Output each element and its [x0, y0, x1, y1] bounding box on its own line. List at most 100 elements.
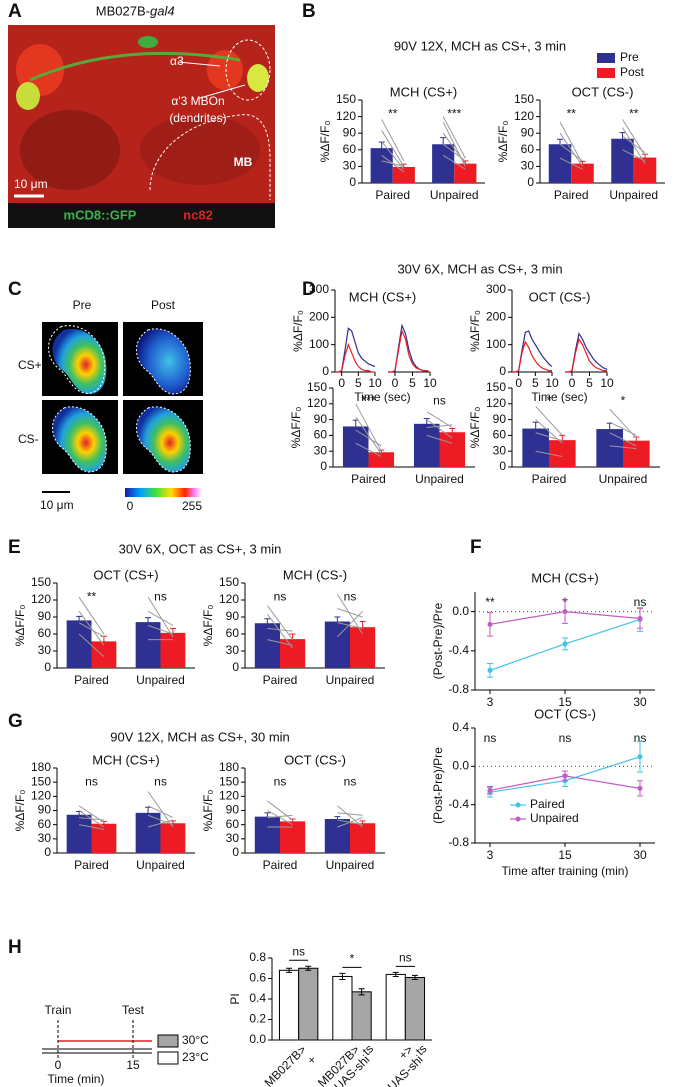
x-tick-label: Paired	[74, 858, 109, 872]
marker	[637, 785, 643, 791]
y-tick-label: 120	[336, 109, 356, 123]
individual-line	[426, 424, 453, 428]
panel-letter: F	[470, 537, 482, 558]
y-tick-label: 120	[219, 592, 239, 606]
y-axis-label: %ΔF/F₀	[201, 605, 215, 647]
y-tick-label: 60	[493, 428, 507, 442]
individual-line	[622, 135, 646, 153]
x-tick-label: 3	[487, 848, 494, 862]
individual-line	[78, 611, 105, 646]
bar	[413, 423, 440, 467]
trace	[335, 327, 376, 373]
y-tick-label: 0	[499, 459, 506, 473]
legend-label: Pre	[620, 50, 639, 64]
bar	[548, 144, 572, 183]
significance-label: *	[547, 394, 552, 408]
image-label: α3	[170, 54, 184, 68]
x-tick-label: 10	[368, 376, 382, 390]
scale-label: 10 μm	[14, 177, 48, 191]
x-tick-label: +	[304, 1052, 319, 1067]
individual-line	[609, 421, 637, 436]
error-bar	[633, 436, 640, 445]
individual-line	[622, 149, 646, 162]
bar	[254, 623, 280, 668]
significance-label: ns	[154, 775, 167, 789]
individual-line	[442, 154, 466, 170]
y-tick-label: 90	[343, 125, 357, 139]
x-tick-label: 10	[545, 376, 559, 390]
x-tick-label: Paired	[532, 472, 567, 486]
heatmap-label: Pre	[73, 298, 92, 312]
y-axis-label: PI	[228, 993, 242, 1004]
individual-line	[535, 450, 563, 457]
marker	[637, 615, 643, 621]
x-tick-label: 0	[569, 376, 576, 390]
y-axis-label: %ΔF/F₀	[201, 790, 215, 832]
y-tick-label: 0	[232, 660, 239, 674]
error-bar	[339, 972, 346, 981]
y-tick-label: 90	[521, 125, 535, 139]
y-tick-label: 200	[486, 310, 506, 324]
y-tick-label: 0.6	[249, 971, 266, 985]
bar	[370, 148, 393, 183]
x-tick-label: Unpaired	[136, 858, 185, 872]
y-tick-label: 150	[486, 380, 506, 394]
panel-header: 30V 6X, OCT as CS+, 3 min	[119, 541, 282, 556]
significance-label: ns	[344, 590, 357, 604]
panel-header: 90V 12X, MCH as CS+, 30 min	[110, 729, 290, 744]
x-axis-label: Time (sec)	[531, 390, 587, 404]
y-tick-label: 150	[336, 92, 356, 106]
panel-letter: C	[8, 279, 22, 300]
x-axis-label: Time (sec)	[354, 390, 410, 404]
y-tick-label: 90	[38, 609, 52, 623]
panel-header: 90V 12X, MCH as CS+, 3 min	[394, 38, 566, 53]
y-tick-label: 0.0	[249, 1032, 266, 1046]
individual-line	[267, 627, 293, 632]
heatmap-label: Post	[151, 298, 176, 312]
image-label: α'3 MBOn	[171, 94, 224, 108]
significance-label: ns	[559, 731, 572, 745]
x-tick-label: Paired	[351, 472, 386, 486]
significance-label: ns	[85, 775, 98, 789]
individual-line	[267, 800, 293, 821]
bar	[298, 967, 319, 1041]
y-tick-label: 150	[514, 92, 534, 106]
schematic-label: 0	[55, 1058, 62, 1072]
y-tick-label: 150	[31, 774, 51, 788]
individual-line	[266, 605, 294, 640]
x-tick-label: 5	[409, 376, 416, 390]
significance-label: ns	[484, 731, 497, 745]
legend-swatch	[157, 1051, 179, 1065]
individual-line	[381, 119, 405, 162]
y-axis-label: %ΔF/F₀	[468, 310, 482, 352]
x-tick-label: Paired	[554, 188, 589, 202]
individual-line	[147, 625, 174, 635]
error-bar	[334, 616, 341, 627]
y-tick-label: 0	[44, 845, 51, 859]
legend-label: Unpaired	[530, 811, 579, 825]
bar	[432, 144, 455, 183]
y-tick-label: 180	[31, 760, 51, 774]
individual-line	[78, 633, 105, 658]
individual-line	[355, 442, 382, 457]
x-tick-label: MB027B>	[262, 1042, 309, 1087]
individual-line	[381, 141, 405, 170]
significance-label: **	[388, 106, 398, 120]
error-bar	[411, 974, 418, 981]
bar	[332, 975, 353, 1041]
image-label: MB	[234, 155, 253, 169]
y-tick-label: 300	[309, 282, 329, 296]
individual-line	[442, 116, 466, 159]
chart-title: MCH (CS+)	[349, 289, 417, 304]
schematic-label: 15	[126, 1058, 140, 1072]
significance-label: ns	[292, 944, 305, 958]
y-tick-label: 90	[226, 803, 240, 817]
x-tick-label: Unpaired	[430, 188, 479, 202]
y-tick-label: 120	[307, 396, 327, 410]
individual-line	[535, 432, 563, 442]
y-tick-label: 0	[499, 364, 506, 378]
bar	[160, 823, 186, 853]
marker	[637, 754, 643, 760]
x-tick-label: 30	[633, 695, 647, 709]
